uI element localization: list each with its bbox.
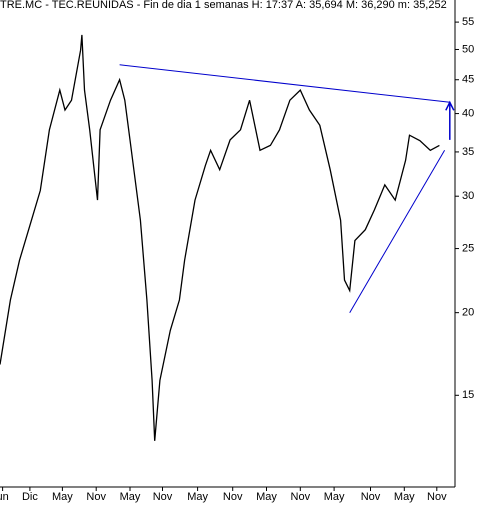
y-tick-label: 35 [462,146,474,158]
x-tick-label: Nov [223,491,243,503]
x-tick-label: May [187,491,208,503]
x-tick-label: May [324,491,345,503]
x-tick-label: un [0,491,9,503]
x-tick-label: Dic [22,491,38,503]
y-tick-label: 20 [462,307,474,319]
trend-line [349,150,446,313]
x-tick-label: May [120,491,141,503]
x-tick-label: May [256,491,277,503]
x-tick-label: Nov [361,491,381,503]
y-tick-label: 55 [462,16,474,28]
y-tick-label: 50 [462,43,474,55]
y-tick-label: 45 [462,74,474,86]
x-tick-label: Nov [291,491,311,503]
y-tick-label: 15 [462,389,474,401]
x-tick-label: Nov [427,491,447,503]
x-tick-label: May [394,491,415,503]
x-tick-label: Nov [86,491,106,503]
y-tick-label: 40 [462,107,474,119]
chart-title: TRE.MC - TEC.REUNIDAS - Fin de dia 1 sem… [0,0,447,11]
x-tick-label: Nov [153,491,173,503]
trend-line [119,64,450,103]
y-tick-label: 25 [462,242,474,254]
x-tick-label: May [52,491,73,503]
price-line [0,34,440,441]
arrow-head [445,100,455,111]
y-tick-label: 30 [462,190,474,202]
